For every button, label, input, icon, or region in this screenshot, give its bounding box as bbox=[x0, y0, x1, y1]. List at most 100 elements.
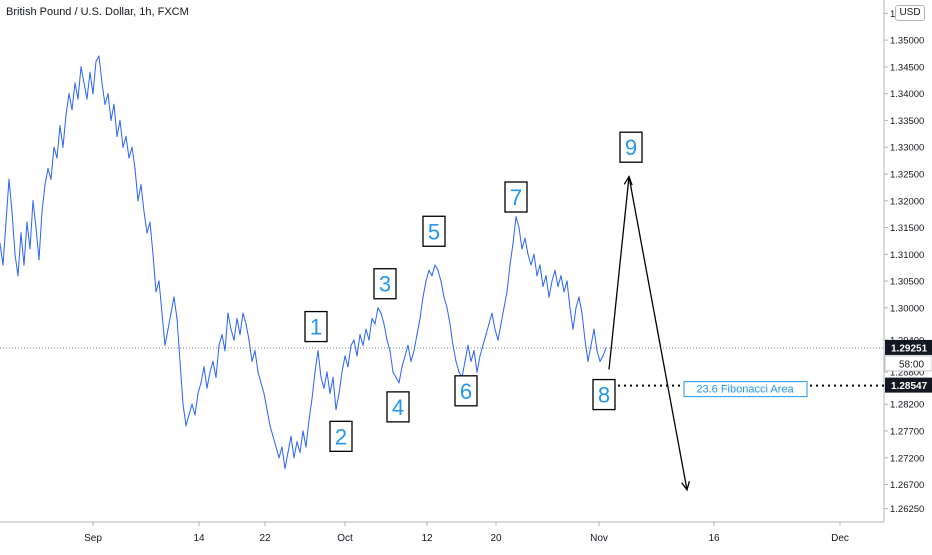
price-point bbox=[53, 146, 55, 148]
price-point bbox=[59, 125, 61, 127]
price-point bbox=[521, 248, 523, 250]
price-point bbox=[581, 312, 583, 314]
chart-title: British Pound / U.S. Dollar, 1h, FXCM bbox=[6, 6, 189, 18]
wave-label-box[interactable] bbox=[329, 420, 353, 452]
price-point bbox=[206, 387, 208, 389]
wave-label-box[interactable] bbox=[454, 375, 478, 407]
price-point bbox=[194, 414, 196, 416]
x-tick-label: 22 bbox=[259, 533, 271, 544]
price-point bbox=[356, 355, 358, 357]
price-point bbox=[515, 216, 517, 218]
y-tick-label: 1.27700 bbox=[890, 426, 924, 437]
fibonacci-label: 23.6 Fibonacci Area bbox=[696, 384, 794, 396]
price-point bbox=[254, 350, 256, 352]
price-point bbox=[590, 344, 592, 346]
price-point bbox=[551, 280, 553, 282]
price-point bbox=[572, 328, 574, 330]
price-point bbox=[71, 109, 73, 111]
x-tick-label: Oct bbox=[337, 533, 353, 544]
time-scale[interactable]: Sep 14 22 Oct 12 20 Nov 16 Dec bbox=[0, 521, 884, 544]
projection-down-line[interactable] bbox=[628, 176, 688, 490]
price-point bbox=[473, 350, 475, 352]
price-point bbox=[293, 457, 295, 459]
price-point bbox=[452, 344, 454, 346]
drawings-layer[interactable]: 23.6 Fibonacci Area 1 2 3 4 5 6 7 8 9 bbox=[304, 131, 884, 492]
x-tick-label: 20 bbox=[490, 533, 502, 544]
price-point bbox=[11, 210, 13, 213]
price-point bbox=[272, 435, 274, 437]
fibonacci-label-box[interactable] bbox=[683, 381, 808, 398]
current-price-value: 1.29251 bbox=[891, 343, 928, 354]
price-point bbox=[224, 350, 226, 352]
price-point bbox=[275, 446, 277, 448]
price-point bbox=[305, 446, 307, 448]
price-point bbox=[557, 285, 559, 287]
price-point bbox=[173, 296, 175, 298]
y-tick-label: 1.33500 bbox=[890, 116, 924, 127]
price-point bbox=[32, 200, 34, 202]
y-tick-label: 1.30500 bbox=[890, 277, 924, 288]
price-point bbox=[512, 243, 514, 245]
price-point bbox=[116, 135, 118, 138]
wave-label-box[interactable] bbox=[386, 391, 410, 423]
price-point bbox=[77, 98, 79, 100]
projection-up-line[interactable] bbox=[608, 176, 630, 370]
x-tick-label: Sep bbox=[84, 533, 102, 544]
price-point bbox=[413, 350, 415, 352]
y-tick-label: 1.34500 bbox=[890, 62, 924, 73]
price-point bbox=[422, 296, 424, 298]
price-point bbox=[5, 221, 7, 223]
price-point bbox=[368, 339, 370, 341]
price-point bbox=[155, 291, 157, 293]
wave-label-box[interactable] bbox=[619, 131, 643, 163]
price-point bbox=[68, 93, 70, 95]
price-point bbox=[119, 119, 121, 121]
price-point bbox=[593, 328, 595, 330]
wave-label-box[interactable] bbox=[422, 215, 446, 247]
price-point bbox=[209, 371, 211, 373]
price-point bbox=[365, 328, 367, 330]
wave-label-3: 3 bbox=[379, 272, 391, 297]
price-point bbox=[566, 280, 568, 282]
price-point bbox=[149, 221, 151, 223]
wave-label-6: 6 bbox=[460, 379, 472, 404]
price-point bbox=[176, 317, 178, 320]
price-point bbox=[431, 275, 433, 277]
price-point bbox=[506, 291, 508, 293]
price-point bbox=[146, 232, 148, 234]
price-point bbox=[563, 291, 565, 293]
price-point bbox=[104, 103, 106, 105]
price-point bbox=[257, 371, 259, 373]
fibonacci-price-value: 1.28547 bbox=[891, 381, 928, 392]
price-point bbox=[65, 114, 67, 116]
x-tick-label: 16 bbox=[708, 533, 720, 544]
price-point bbox=[542, 285, 544, 287]
price-point bbox=[410, 360, 412, 362]
price-point bbox=[251, 360, 253, 362]
x-tick-label: Dec bbox=[831, 533, 849, 544]
price-point bbox=[437, 269, 439, 271]
price-point bbox=[95, 60, 97, 63]
wave-label-2: 2 bbox=[335, 424, 347, 449]
wave-label-box[interactable] bbox=[304, 310, 328, 343]
price-point bbox=[569, 307, 571, 309]
wave-label-box[interactable] bbox=[373, 268, 397, 300]
price-point bbox=[17, 275, 19, 277]
price-point bbox=[185, 425, 187, 427]
price-point bbox=[128, 157, 130, 159]
price-point bbox=[398, 382, 400, 384]
price-point bbox=[269, 425, 271, 427]
wave-label-box[interactable] bbox=[504, 181, 528, 213]
currency-badge[interactable]: USD bbox=[895, 5, 925, 21]
price-point bbox=[125, 135, 127, 138]
price-point bbox=[167, 328, 169, 330]
y-tick-label: 1.30000 bbox=[890, 303, 924, 314]
countdown-tag bbox=[884, 355, 932, 372]
price-point bbox=[101, 82, 103, 84]
price-point bbox=[527, 253, 529, 255]
wave-label-box[interactable] bbox=[592, 378, 616, 411]
price-point bbox=[371, 317, 373, 320]
price-point bbox=[320, 376, 322, 378]
price-point bbox=[41, 210, 43, 213]
price-point bbox=[482, 344, 484, 346]
